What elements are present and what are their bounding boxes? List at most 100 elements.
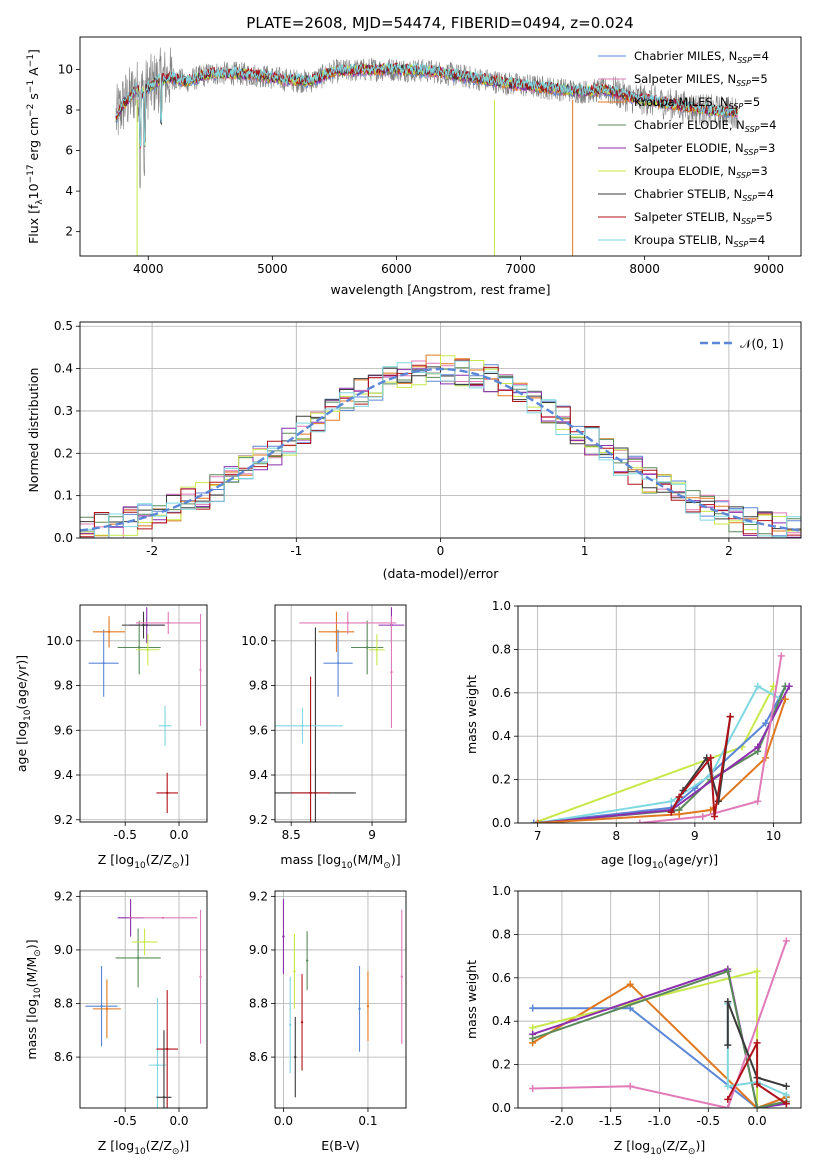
series-line-kroupa_miles xyxy=(532,983,787,1108)
x-axis-label-part: (Z/Z xyxy=(146,852,172,867)
plot-area xyxy=(529,937,790,1108)
y-tick-label: 9.2 xyxy=(54,813,73,827)
y-tick-label: 0.6 xyxy=(492,971,511,985)
x-tick-label: -0.5 xyxy=(113,828,136,842)
series-marker-kroupa_stelib xyxy=(724,1082,732,1090)
y-axis-label-part: λ xyxy=(35,199,45,205)
legend-text: Kroupa STELIB, N xyxy=(634,233,734,247)
x-axis-label-part: ⊙ xyxy=(383,861,391,871)
x-tick-label: -1 xyxy=(290,544,302,558)
axes-frame xyxy=(79,890,208,1109)
x-tick-label: -2.0 xyxy=(550,1114,573,1128)
point-salpeter_stelib xyxy=(165,1047,169,1051)
series-marker-salpeter_stelib xyxy=(726,713,734,721)
y-tick-label: 0.6 xyxy=(492,686,511,700)
point-chabrier_elodie xyxy=(305,959,309,962)
point-kroupa_miles xyxy=(107,630,111,634)
x-tick-label: 7000 xyxy=(505,262,536,276)
y-tick-label: 9.0 xyxy=(54,943,73,957)
x-axis-label-part: ⊙ xyxy=(172,861,180,871)
point-salpeter_miles xyxy=(199,668,202,672)
y-axis-label-part: s xyxy=(26,93,41,104)
figure-title: PLATE=2608, MJD=54474, FIBERID=0494, z=0… xyxy=(246,14,633,32)
series-line-kroupa_elodie xyxy=(533,685,775,823)
legend-text: Chabrier STELIB, N xyxy=(634,187,742,201)
y-axis-label: Flux [fλ10−17 erg cm−2 s−1 A−1] xyxy=(26,49,45,244)
y-tick-label: 0.4 xyxy=(492,1014,511,1028)
legend-text: Salpeter MILES, N xyxy=(634,72,736,86)
legend-sub: SSP xyxy=(744,148,759,157)
y-axis-label-part: 10 xyxy=(26,183,41,199)
y-axis-label-part: 10 xyxy=(23,709,33,721)
y-tick-label: 10 xyxy=(58,62,73,76)
series-marker-kroupa_miles xyxy=(781,695,789,703)
x-axis-label-part: ⊙ xyxy=(688,1147,696,1157)
y-tick-label: 4 xyxy=(65,184,73,198)
y-tick-label: 8.6 xyxy=(249,1050,268,1064)
y-axis-label-part: age [log xyxy=(14,721,29,772)
x-tick-label: 9 xyxy=(368,828,376,842)
y-tick-label: 0.8 xyxy=(492,642,511,656)
y-axis-label-part: A xyxy=(26,67,41,80)
x-axis-label-part: )] xyxy=(179,852,189,867)
panel-spectrum: 4000 5000 6000 7000 8000 9000 2 4 6 8 10 wavelength… xyxy=(26,36,802,297)
x-axis-label: Z [log10(Z/Z⊙)] xyxy=(98,852,189,871)
series-marker-salpeter_stelib xyxy=(707,754,715,762)
x-tick-label: 1 xyxy=(581,544,589,558)
legend-suffix: =4 xyxy=(748,233,765,247)
x-tick-label: 7 xyxy=(534,829,542,843)
series-marker-kroupa_stelib xyxy=(754,682,762,690)
point-chabrier_miles xyxy=(100,1004,103,1008)
point-kroupa_miles xyxy=(105,1007,109,1011)
y-tick-label: 0.2 xyxy=(492,1058,511,1072)
legend-label-kroupa_elodie: Kroupa ELODIE, NSSP=3 xyxy=(634,164,768,180)
point-chabrier_miles xyxy=(358,1007,361,1011)
legend-text: Chabrier ELODIE, N xyxy=(634,118,745,132)
series-line-salpeter_elodie xyxy=(537,685,791,823)
y-tick-label: 9.8 xyxy=(249,679,268,693)
y-tick-label: 9.6 xyxy=(54,723,73,737)
x-axis-label-part: 10 xyxy=(134,861,146,871)
axes-frame xyxy=(517,890,802,1109)
point-salpeter_miles xyxy=(199,975,202,978)
y-tick-label: 9.8 xyxy=(54,679,73,693)
point-kroupa_miles xyxy=(335,630,338,634)
series-marker-salpeter_miles xyxy=(724,1104,732,1108)
series-line-kroupa_stelib xyxy=(537,684,782,823)
y-axis-label-part: )] xyxy=(24,939,39,949)
y-axis-label: mass weight xyxy=(464,675,479,754)
series-marker-chabrier_stelib xyxy=(724,998,732,1006)
x-tick-label: 4000 xyxy=(133,262,164,276)
x-tick-label: 9 xyxy=(691,829,699,843)
y-axis-label-part: 10 xyxy=(33,987,43,999)
series-marker-salpeter_miles xyxy=(777,652,785,660)
model-spectrum-line-kroupa_stelib xyxy=(115,62,739,147)
legend-sub: SSP xyxy=(734,240,749,249)
x-axis-label-part: 10 xyxy=(650,1147,662,1157)
x-axis-label-part: )] xyxy=(391,852,401,867)
x-axis-label-part: Z [log xyxy=(98,1138,134,1153)
legend-label-kroupa_stelib: Kroupa STELIB, NSSP=4 xyxy=(634,233,765,249)
x-axis-label-part: Z [log xyxy=(614,1138,650,1153)
x-axis-label-part: (Z/Z xyxy=(146,1138,172,1153)
histogram-kroupa_stelib xyxy=(80,360,801,538)
point-chabrier_stelib xyxy=(162,1096,166,1099)
y-axis-label-part: (M/M xyxy=(24,957,39,988)
point-chabrier_stelib xyxy=(294,1055,297,1059)
legend-suffix: =3 xyxy=(751,164,768,178)
point-salpeter_stelib xyxy=(165,791,169,795)
axes-frame xyxy=(79,36,802,257)
legend-text: Kroupa ELODIE, N xyxy=(634,164,736,178)
legend-suffix: =3 xyxy=(758,141,775,155)
y-axis-label: mass [log10(M/M⊙)] xyxy=(24,939,43,1059)
y-axis-label-part: −1 xyxy=(26,54,36,67)
point-chabrier_elodie xyxy=(365,646,369,649)
x-tick-label: 5000 xyxy=(257,262,288,276)
y-tick-label: 0.1 xyxy=(54,489,73,503)
panel-mw_vs_age: 7 8 9 10 0.0 0.2 0.4 0.6 0.8 1.0 mass weight age [l… xyxy=(464,599,802,871)
x-axis-label-part: mass [log xyxy=(280,852,341,867)
series-marker-salpeter_stelib xyxy=(711,812,719,820)
y-axis-label-part: (age/yr)] xyxy=(14,655,29,710)
y-tick-label: 0.8 xyxy=(492,927,511,941)
